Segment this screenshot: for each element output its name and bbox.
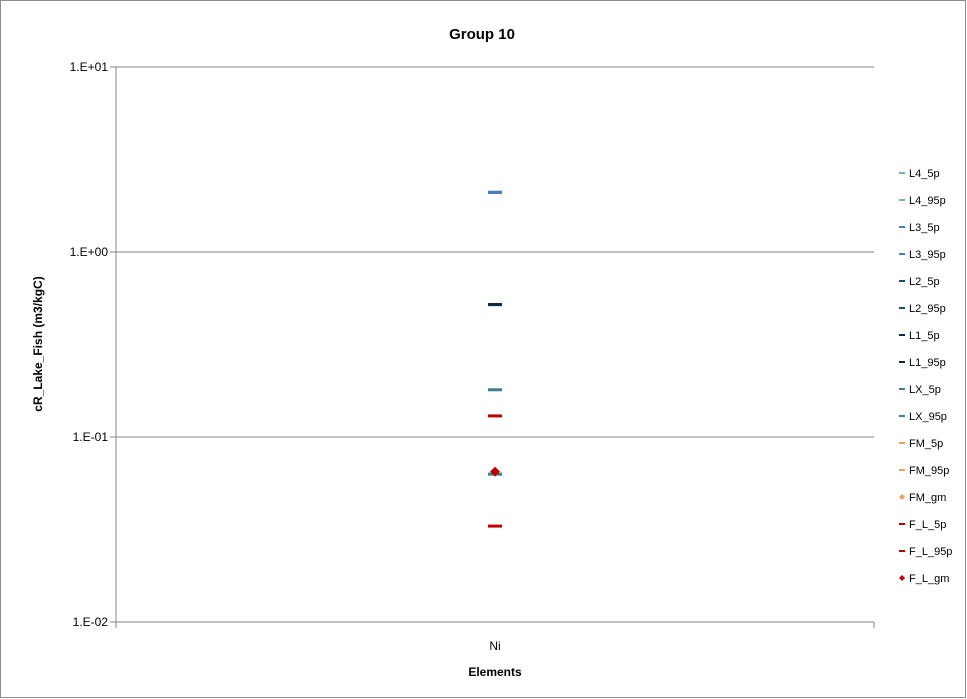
- legend-label-L3_5p: L3_5p: [909, 222, 940, 234]
- legend-label-F_L_gm: F_L_gm: [909, 573, 949, 585]
- legend-label-LX_5p: LX_5p: [909, 384, 941, 396]
- legend: L4_5p L4_95p L3_5p L3_95p L2_5p L2_95p L1_5p L1…: [899, 168, 952, 585]
- legend-label-F_L_5p: F_L_5p: [909, 519, 946, 531]
- y-tick-label-2: 1.E-01: [73, 430, 109, 444]
- legend-label-FM_95p: FM_95p: [909, 465, 949, 477]
- y-axis-title: cR_Lake_Fish (m3/kgC): [31, 276, 45, 411]
- legend-label-LX_95p: LX_95p: [909, 411, 947, 423]
- point-F_L_gm: [490, 466, 500, 477]
- legend-marker-FM_gm: [899, 494, 905, 500]
- y-tick-label-1: 1.E+00: [70, 245, 109, 259]
- chart-title: Group 10: [449, 26, 515, 43]
- legend-label-L3_95p: L3_95p: [909, 249, 946, 261]
- legend-label-L2_95p: L2_95p: [909, 303, 946, 315]
- x-tick-label-0: Ni: [489, 639, 500, 653]
- plot-area: [116, 67, 874, 622]
- y-tick-label-0: 1.E+01: [70, 60, 109, 74]
- legend-marker-F_L_gm: [899, 575, 905, 581]
- legend-label-L1_95p: L1_95p: [909, 357, 946, 369]
- legend-label-FM_gm: FM_gm: [909, 492, 946, 504]
- legend-label-L4_95p: L4_95p: [909, 195, 946, 207]
- x-tick-labels: Ni: [489, 639, 500, 653]
- y-gridlines: [116, 66, 874, 438]
- legend-label-L4_5p: L4_5p: [909, 168, 940, 180]
- legend-label-FM_5p: FM_5p: [909, 438, 943, 450]
- y-tick-label-3: 1.E-02: [73, 615, 109, 629]
- legend-label-L1_5p: L1_5p: [909, 330, 940, 342]
- legend-label-F_L_95p: F_L_95p: [909, 546, 952, 558]
- legend-label-L2_5p: L2_5p: [909, 276, 940, 288]
- data-marks: [488, 190, 502, 528]
- x-axis-title: Elements: [468, 665, 522, 679]
- y-tick-labels: 1.E+01 1.E+00 1.E-01 1.E-02: [70, 60, 116, 629]
